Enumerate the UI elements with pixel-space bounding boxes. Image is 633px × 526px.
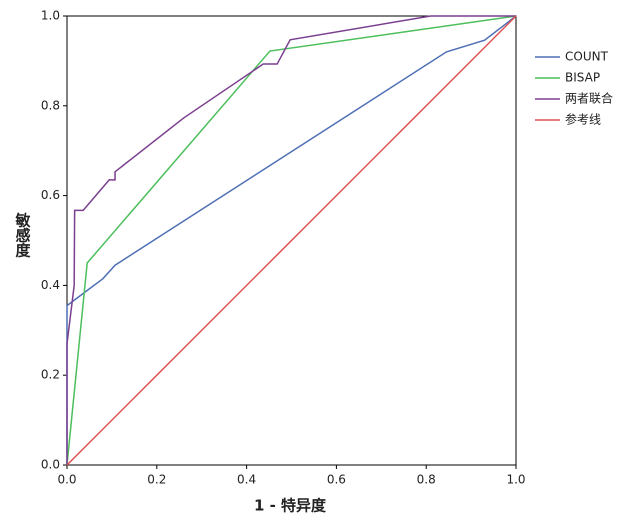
legend-label: 两者联合 xyxy=(565,91,613,106)
y-tick-label: 0.0 xyxy=(41,458,60,472)
x-tick-label: 0.2 xyxy=(147,473,166,487)
line xyxy=(66,15,517,466)
line xyxy=(66,15,517,466)
y-tick-label: 0.8 xyxy=(41,98,60,112)
legend-label: BISAP xyxy=(565,71,600,85)
y-axis-label: 敏感度 xyxy=(14,212,32,259)
line xyxy=(66,15,516,465)
legend-label: 参考线 xyxy=(565,112,601,127)
x-tick-label: 0.4 xyxy=(237,473,256,487)
x-tick-label: 0.0 xyxy=(57,473,76,487)
x-tick-label: 0.8 xyxy=(417,473,436,487)
y-tick-label: 0.6 xyxy=(41,188,60,202)
y-tick-label: 1.0 xyxy=(41,9,60,23)
x-tick-label: 1.0 xyxy=(506,473,525,487)
line xyxy=(66,15,517,465)
plot-frame xyxy=(66,15,517,466)
x-axis-label: 1 - 特异度 xyxy=(254,497,327,515)
y-tick-label: 0.2 xyxy=(41,368,60,382)
x-tick-label: 0.6 xyxy=(327,473,346,487)
legend-label: COUNT xyxy=(565,50,609,64)
y-tick-label: 0.4 xyxy=(41,278,60,292)
